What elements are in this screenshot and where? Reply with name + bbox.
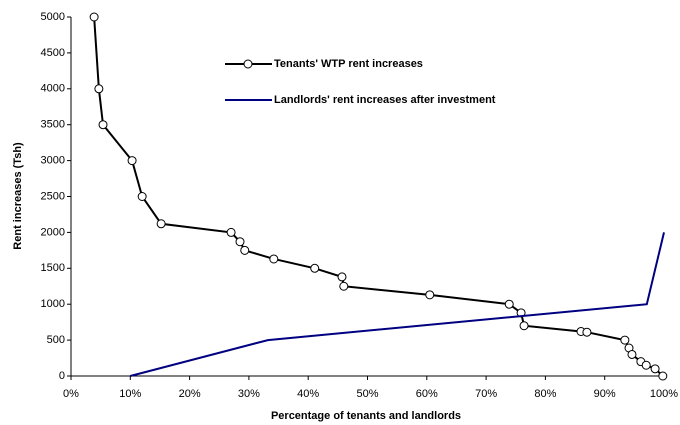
point xyxy=(269,254,279,264)
x-tick-label: 80% xyxy=(534,388,556,400)
point xyxy=(339,281,349,291)
y-tick-label: 5000 xyxy=(41,11,65,23)
point xyxy=(156,219,166,229)
point xyxy=(627,349,637,359)
y-tick-label: 2500 xyxy=(41,190,65,202)
point xyxy=(519,321,529,331)
series-line xyxy=(130,232,665,377)
point xyxy=(620,335,630,345)
x-tick-label: 60% xyxy=(416,388,438,400)
y-tick-label: 1500 xyxy=(41,262,65,274)
point xyxy=(310,263,320,273)
x-tick-label: 40% xyxy=(297,388,319,400)
point xyxy=(98,120,108,130)
y-tick-label: 4500 xyxy=(41,47,65,59)
y-tick-label: 4000 xyxy=(41,83,65,95)
x-tick-label: 0% xyxy=(63,388,79,400)
x-tick-label: 90% xyxy=(594,388,616,400)
point xyxy=(658,371,668,381)
y-tick-label: 3000 xyxy=(41,155,65,167)
point xyxy=(582,327,592,337)
y-axis-title: Rent increases (Tsh) xyxy=(12,142,24,250)
y-tick-label: 0 xyxy=(59,370,65,382)
point xyxy=(94,84,104,94)
x-tick-label: 10% xyxy=(119,388,141,400)
point xyxy=(641,360,651,370)
point xyxy=(127,156,137,166)
y-tick-label: 1000 xyxy=(41,298,65,310)
point xyxy=(504,299,514,309)
y-tick-label: 3500 xyxy=(41,119,65,131)
x-tick-label: 20% xyxy=(179,388,201,400)
legend-label: Tenants' WTP rent increases xyxy=(274,58,423,70)
point xyxy=(425,290,435,300)
point xyxy=(89,12,99,22)
legend-label: Landlords' rent increases after investme… xyxy=(274,94,496,106)
point xyxy=(650,364,660,374)
point xyxy=(226,227,236,237)
series-line xyxy=(93,16,664,377)
x-tick-label: 50% xyxy=(356,388,378,400)
y-tick-label: 500 xyxy=(47,334,65,346)
y-tick-label: 2000 xyxy=(41,226,65,238)
point xyxy=(240,245,250,255)
point xyxy=(235,237,245,247)
point xyxy=(137,192,147,201)
x-tick-label: 30% xyxy=(238,388,260,400)
x-tick-label: 100% xyxy=(650,388,678,400)
x-axis-title: Percentage of tenants and landlords xyxy=(271,410,461,422)
point xyxy=(337,272,347,282)
legend-marker xyxy=(243,59,253,69)
x-tick-label: 70% xyxy=(475,388,497,400)
